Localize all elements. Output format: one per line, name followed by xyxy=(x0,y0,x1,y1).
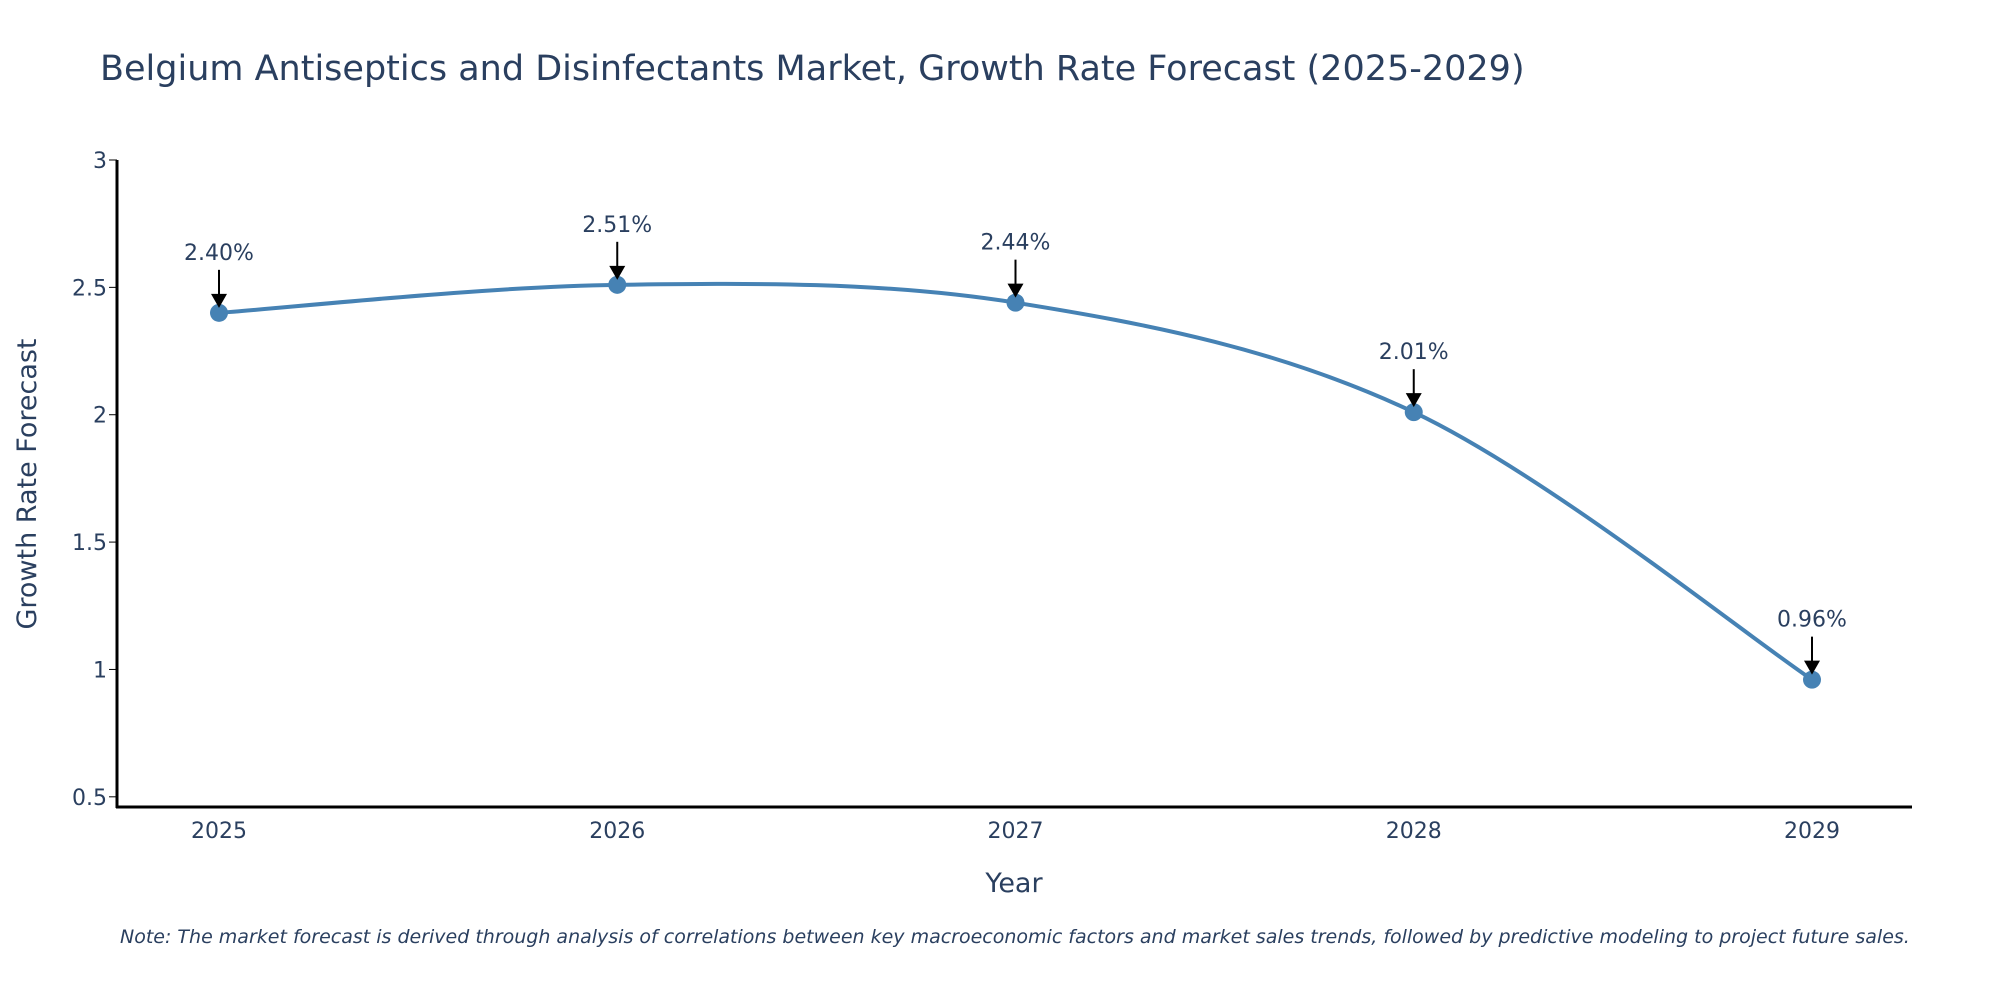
chart-title: Belgium Antiseptics and Disinfectants Ma… xyxy=(100,49,1525,89)
x-tick-label: 2029 xyxy=(1784,819,1840,844)
annotation-arrow-head xyxy=(211,293,227,308)
y-tick-label: 2.5 xyxy=(72,276,107,301)
axes xyxy=(115,160,1912,809)
annotation-arrow-head xyxy=(609,265,626,280)
y-tick-label: 1.5 xyxy=(72,531,107,556)
annotation-arrow-head xyxy=(1804,660,1820,675)
annotation-arrow-head xyxy=(1007,283,1024,298)
x-tick-label: 2028 xyxy=(1386,819,1442,844)
data-point-marker xyxy=(1006,293,1025,312)
data-label: 2.01% xyxy=(1379,340,1449,365)
y-axis-ticks: 0.5 1 1.5 2 2.5 3 xyxy=(72,149,117,811)
y-tick-label: 3 xyxy=(93,149,107,174)
series-line-growth-rate xyxy=(217,281,1814,682)
data-label: 2.51% xyxy=(582,213,652,238)
y-axis-title: Growth Rate Forecast xyxy=(12,338,43,629)
y-tick-label: 2 xyxy=(93,404,107,429)
x-axis-title: Year xyxy=(984,868,1043,899)
data-annotations: 2.40% 2.51% 2.44% 2.01% 0.96% xyxy=(184,213,1847,675)
x-tick-label: 2026 xyxy=(589,819,645,844)
annotation-arrow-head xyxy=(1405,393,1422,408)
data-label: 2.44% xyxy=(981,231,1051,256)
data-label: 0.96% xyxy=(1777,608,1847,633)
x-tick-label: 2025 xyxy=(191,819,247,844)
data-point-marker xyxy=(1803,670,1821,689)
data-point-marker xyxy=(1404,403,1423,422)
chart-note: Note: The market forecast is derived thr… xyxy=(120,926,1910,948)
data-label: 2.40% xyxy=(184,241,254,266)
y-tick-label: 0.5 xyxy=(72,786,107,811)
x-tick-label: 2027 xyxy=(988,819,1044,844)
x-axis-ticks: 2025 2026 2027 2028 2029 xyxy=(191,819,1840,844)
data-point-marker xyxy=(608,275,627,294)
series-markers xyxy=(210,275,1821,689)
data-point-marker xyxy=(210,303,228,322)
y-tick-label: 1 xyxy=(93,658,107,683)
